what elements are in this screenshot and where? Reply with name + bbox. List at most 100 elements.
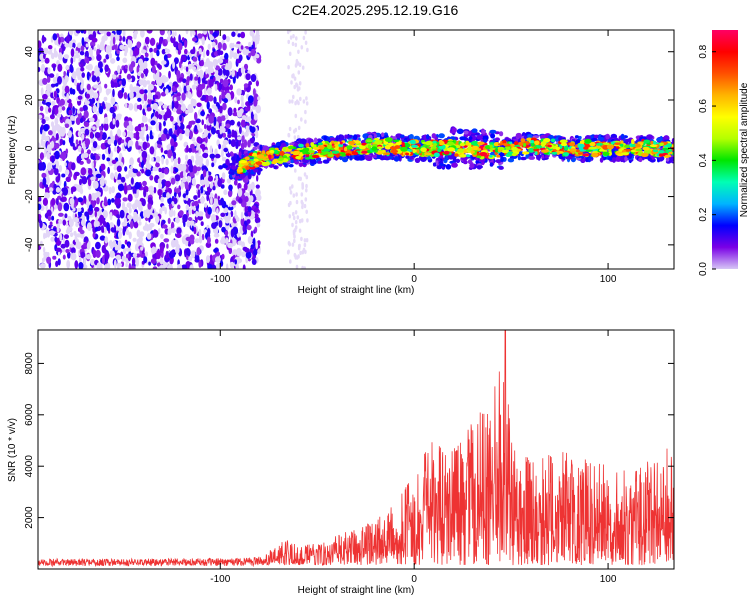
spectrogram-ridge-halo xyxy=(426,156,432,160)
spectrogram-ridge-core xyxy=(562,152,570,156)
spectrogram-noise-blob xyxy=(62,140,66,146)
spectrogram-noise-blob xyxy=(146,134,149,142)
spectrogram-ridge-core xyxy=(498,146,505,151)
spectrogram-noise-blob xyxy=(188,182,192,190)
spectrogram-ridge-core xyxy=(305,143,310,148)
spectrogram-ridge-halo xyxy=(393,156,400,162)
spectrogram-noise-blob xyxy=(189,220,195,227)
spectrogram-noise-blob xyxy=(215,256,221,263)
spectrogram-noise-blob xyxy=(188,207,192,216)
spectrogram-noise-blob xyxy=(38,40,42,49)
spectrogram-ridge-core xyxy=(666,143,673,148)
spectrogram-noise-blob xyxy=(170,155,174,163)
spectrogram-noise-blob xyxy=(233,107,237,114)
spectrogram-ridge-halo xyxy=(408,134,414,140)
spectrogram-noise-blob xyxy=(207,206,212,215)
spectrogram-noise-blob xyxy=(174,31,177,36)
spectrogram-noise-blob xyxy=(148,185,155,194)
spectrogram-faint-blob xyxy=(305,209,309,214)
spectrogram-noise-blob xyxy=(187,175,190,181)
spectrogram-noise-blob xyxy=(240,142,245,150)
spectrogram-ridge-core xyxy=(334,141,338,145)
spectrogram-noise-blob xyxy=(158,172,165,179)
spectrogram-noise-blob xyxy=(168,30,171,38)
spectrogram-noise-blob xyxy=(157,178,162,184)
spectrogram-noise-blob xyxy=(222,102,227,111)
spectrogram-noise-blob xyxy=(52,227,57,232)
spectrogram-noise-blob xyxy=(185,248,191,255)
spectrogram-noise-blob xyxy=(159,30,165,36)
spectrogram-noise-blob xyxy=(162,224,168,229)
spectrogram-noise-blob xyxy=(176,128,180,136)
spectrogram-noise-blob xyxy=(214,153,221,159)
spectrogram-noise-blob xyxy=(95,249,101,258)
spectrogram-noise-blob xyxy=(120,176,126,183)
spectrogram-noise-blob xyxy=(223,147,229,153)
spectrogram-ridge-core xyxy=(602,151,610,156)
spectrogram-noise-blob xyxy=(148,83,154,91)
spectrogram-noise-blob xyxy=(116,227,123,232)
spectrogram-noise-blob xyxy=(85,167,89,177)
spectrogram-faint-blob xyxy=(290,80,293,85)
spectrogram-noise-blob xyxy=(107,138,112,145)
spectrogram-ridge-halo xyxy=(670,156,674,162)
spectrogram-noise-blob xyxy=(182,214,188,223)
spectrogram-noise-blob xyxy=(105,45,111,54)
spectrogram-faint-blob xyxy=(297,125,301,131)
spectrogram-noise-blob xyxy=(185,154,188,161)
spectrogram-noise-blob xyxy=(77,130,82,137)
spectrogram-noise-blob xyxy=(198,235,203,244)
spectrogram-faint-blob xyxy=(297,244,301,249)
spectrogram-noise-blob xyxy=(69,243,75,248)
spectrogram-ridge-halo xyxy=(400,134,405,138)
spectrogram-noise-blob xyxy=(189,238,195,245)
spectrogram-noise-blob xyxy=(250,48,256,57)
spectrogram-noise-blob xyxy=(130,265,136,269)
spectrogram-noise-blob xyxy=(54,150,60,160)
spectrogram-noise-blob xyxy=(75,233,82,238)
spectrogram-noise-blob xyxy=(159,110,166,116)
spectrogram-ridge-halo xyxy=(341,156,349,163)
spectrogram-noise-blob xyxy=(237,33,241,38)
spectrogram-noise-blob xyxy=(220,238,226,245)
spectrogram-noise-blob xyxy=(125,174,130,179)
spectrogram-noise-blob xyxy=(132,237,137,242)
spectrogram-noise-blob xyxy=(68,30,74,36)
spectrogram-faint-blob xyxy=(300,117,303,122)
spectrogram-ridge-core xyxy=(467,146,472,151)
spectrogram-noise-blob xyxy=(72,106,75,115)
spectrogram-noise-blob xyxy=(175,247,180,254)
spectrogram-ridge-core xyxy=(244,156,250,161)
spectrogram-noise-blob xyxy=(38,203,42,211)
spectrogram-noise-blob xyxy=(127,39,131,48)
spectrogram-ridge-halo xyxy=(414,157,421,163)
spectrogram-noise-blob xyxy=(214,251,221,257)
spectrogram-noise-blob xyxy=(141,198,146,207)
spectrogram-noise-blob xyxy=(205,136,208,144)
spectrogram-noise-blob xyxy=(208,78,214,87)
spectrogram-noise-blob xyxy=(102,256,105,265)
spectrogram-ridge-core xyxy=(272,149,279,154)
spectrogram-noise-blob xyxy=(223,189,228,196)
spectrogram-noise-blob xyxy=(217,49,221,56)
spectrogram-ridge-halo xyxy=(413,135,420,141)
spectrogram-ridge-halo xyxy=(273,155,280,160)
spectrogram-noise-blob xyxy=(114,171,118,180)
spectrogram-noise-blob xyxy=(201,119,204,126)
spectrogram-noise-blob xyxy=(196,70,202,76)
spectrogram-noise-blob xyxy=(142,108,146,115)
spectrogram-ridge-core xyxy=(526,137,533,142)
spectrogram-noise-blob xyxy=(181,37,185,42)
spectrogram-noise-blob xyxy=(81,72,85,78)
spectrogram-noise-blob xyxy=(83,30,87,34)
spectrogram-ridge-halo xyxy=(624,156,628,162)
spectrogram-ridge-halo xyxy=(409,156,414,160)
spectrogram-ridge-core xyxy=(643,139,651,144)
spectrogram-faint-blob xyxy=(295,192,298,197)
spectrogram-faint-blob xyxy=(300,218,304,223)
spectrogram-ridge-core xyxy=(424,152,432,156)
spectrogram-noise-blob xyxy=(62,254,66,260)
spectrogram-noise-blob xyxy=(220,184,225,189)
spectrogram-noise-blob xyxy=(129,131,134,140)
